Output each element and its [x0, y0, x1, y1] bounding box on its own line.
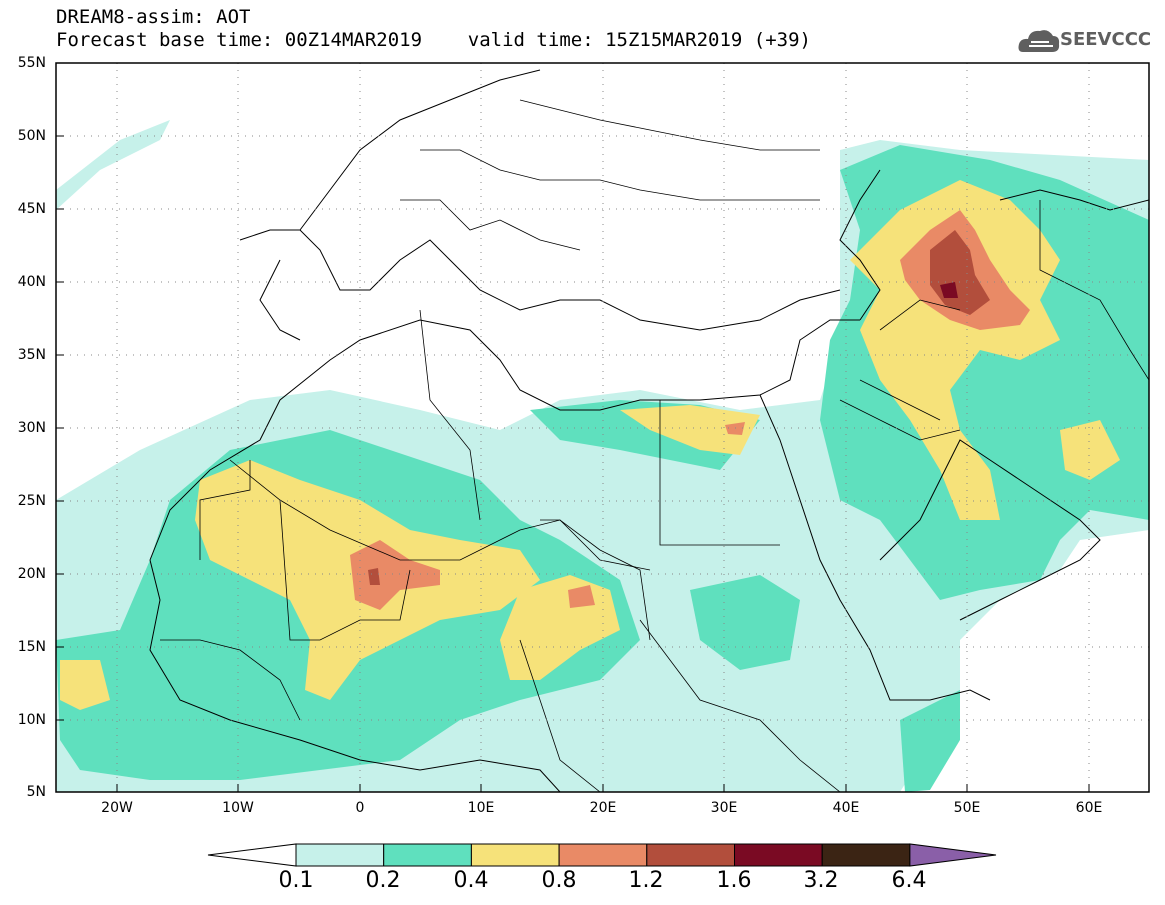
lat-label: 50N [17, 128, 46, 144]
map-subtitle: Forecast base time: 00Z14MAR2019 valid t… [56, 29, 811, 51]
colorbar-label: 0.1 [278, 868, 314, 893]
lat-label: 30N [17, 420, 46, 436]
lon-label: 50E [953, 800, 981, 816]
lat-label: 55N [17, 55, 46, 71]
lat-label: 15N [17, 639, 46, 655]
colorbar-label: 3.2 [803, 868, 839, 893]
country-borders [160, 99, 1149, 792]
lat-label: 40N [17, 274, 46, 290]
cloud-icon [1018, 30, 1060, 52]
colorbar-label: 0.8 [541, 868, 577, 893]
colorbar-label: 0.4 [453, 868, 489, 893]
grid-lines [56, 63, 1149, 792]
colorbar-label: 0.2 [365, 868, 401, 893]
lat-label: 45N [17, 201, 46, 217]
colorbar-label: 6.4 [891, 868, 927, 893]
lat-label: 35N [17, 347, 46, 363]
lat-label: 20N [17, 566, 46, 582]
colorbar-label: 1.2 [628, 868, 664, 893]
lon-label: 0 [355, 800, 365, 816]
lat-label: 25N [17, 493, 46, 509]
tick-marks [56, 62, 1090, 792]
lon-label: 10W [222, 800, 254, 816]
lon-label: 20W [101, 800, 133, 816]
lon-label: 20E [589, 800, 617, 816]
lat-label: 5N [26, 784, 46, 800]
lat-label: 10N [17, 712, 46, 728]
lon-label: 60E [1075, 800, 1103, 816]
lon-label: 10E [467, 800, 495, 816]
aot-field-1.6 [940, 282, 958, 298]
coastlines [149, 69, 1149, 792]
map-title: DREAM8-assim: AOT [56, 6, 251, 28]
lon-label: 30E [710, 800, 738, 816]
lon-label: 40E [832, 800, 860, 816]
logo-text: SEEVCCC [1060, 29, 1152, 50]
colorbar-label: 1.6 [716, 868, 752, 893]
